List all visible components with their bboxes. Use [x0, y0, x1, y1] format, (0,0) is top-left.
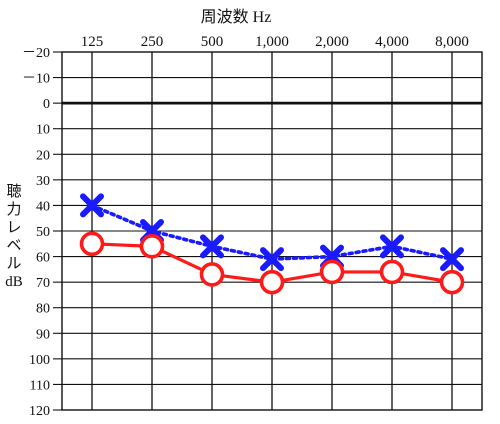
circle-marker: [139, 234, 165, 259]
cross-marker: [440, 247, 464, 272]
circle-marker: [199, 262, 225, 287]
cross-marker: [260, 247, 284, 272]
circle-marker: [79, 231, 105, 257]
y-axis-label-char: dB: [5, 274, 23, 290]
y-tick-label: 40: [36, 199, 50, 214]
circle-marker: [259, 269, 285, 295]
y-tick-label: －20: [22, 46, 50, 61]
y-tick-label: 80: [36, 302, 50, 317]
y-tick-label: 30: [36, 174, 50, 189]
circle-marker: [379, 259, 405, 285]
y-tick-label: 100: [29, 353, 50, 368]
y-tick-label: 50: [36, 225, 50, 240]
y-tick-label: 110: [30, 378, 50, 393]
cross-marker-stroke: [200, 234, 224, 259]
chart-title: 周波数 Hz: [201, 8, 272, 26]
plot-grid: [61, 51, 483, 411]
x-tick-label: 125: [81, 34, 104, 50]
y-tick-label: 0: [43, 97, 50, 112]
cross-marker-stroke: [80, 193, 104, 218]
y-tick-label: 20: [36, 148, 50, 163]
y-axis-label-char: 力: [6, 201, 21, 218]
x-tick-label: 4,000: [375, 34, 409, 50]
x-tick-label: 250: [141, 34, 164, 50]
circle-marker: [439, 269, 465, 295]
y-tick-label: －10: [22, 72, 50, 87]
y-tick-label: 60: [36, 251, 50, 266]
cross-marker: [80, 193, 104, 218]
y-tick-label: 10: [36, 123, 50, 138]
x-tick-label: 2,000: [315, 34, 349, 50]
y-axis-label-char: 聴: [6, 183, 21, 200]
x-tick-label: 8,000: [435, 34, 469, 50]
x-tick-labels: 125 250 500 1,000 2,000 4,000 8,000: [81, 34, 469, 50]
y-axis-label-char: ル: [6, 256, 21, 272]
y-axis-label-char: ベ: [6, 238, 21, 254]
cross-marker: [200, 234, 224, 259]
x-tick-label: 500: [201, 34, 224, 50]
cross-marker-stroke: [380, 234, 404, 259]
y-axis-label-char: レ: [6, 220, 21, 236]
y-tick-label: 120: [29, 404, 50, 419]
series-layer: [79, 193, 465, 295]
x-tick-label: 1,000: [255, 34, 289, 50]
circle-marker: [319, 259, 345, 285]
y-tick-label: 90: [36, 327, 50, 342]
cross-marker: [380, 234, 404, 259]
cross-marker-stroke: [440, 247, 464, 272]
y-tick-labels: －20 －10 0 10 20 30 40 50 60 70 80 90 100 110 120: [22, 46, 62, 419]
cross-marker-stroke: [260, 247, 284, 272]
y-tick-label: 70: [36, 276, 50, 291]
